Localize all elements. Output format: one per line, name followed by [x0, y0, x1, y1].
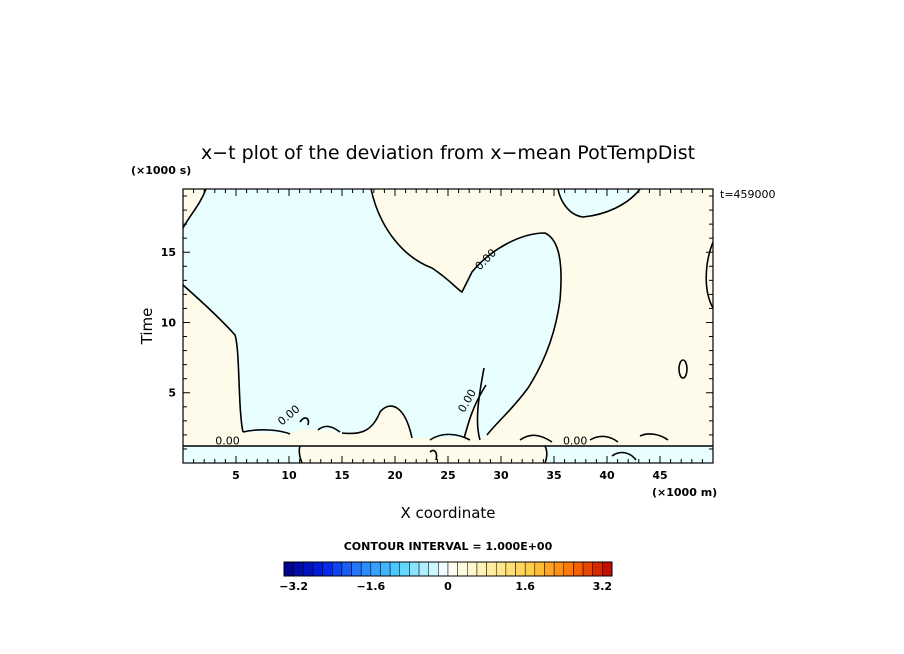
colorbar-swatch [457, 561, 468, 577]
colorbar-swatch [322, 561, 333, 577]
colorbar-swatch [476, 561, 487, 577]
colorbar-swatch [563, 561, 574, 577]
negative-region [183, 446, 302, 463]
plot-area: 0.000.000.000.00 0.00 5 10 15 20 25 30 35 40 4551… [161, 188, 714, 482]
colorbar-swatch [505, 561, 516, 577]
colorbar-tick-label: 0 [444, 580, 452, 593]
x-unit-label: (×1000 m) [652, 486, 717, 499]
x-tick-label: 25 [440, 469, 455, 482]
colorbar-swatch [283, 561, 294, 577]
colorbar-swatch [592, 561, 603, 577]
colorbar-swatch [524, 561, 536, 577]
contour-line [705, 241, 713, 309]
colorbar-swatch [495, 561, 507, 577]
colorbar-swatch [582, 561, 593, 577]
x-axis-label: X coordinate [400, 504, 495, 522]
colorbar-swatch [486, 561, 497, 577]
colorbar-tick-label: 1.6 [515, 580, 535, 593]
colorbar-swatch [409, 561, 420, 577]
colorbar-swatch [573, 561, 584, 577]
colorbar-swatch [467, 561, 478, 577]
contour-line [298, 445, 637, 463]
colorbar-swatch [351, 561, 362, 577]
contour-line [183, 284, 244, 433]
colorbar: −3.2 −1.6 0 1.6 3.2 [279, 561, 613, 593]
colorbar-swatch [380, 561, 391, 577]
contour-line [429, 433, 669, 443]
y-tick-label: 10 [161, 316, 177, 329]
colorbar-tick-label: −3.2 [279, 580, 308, 593]
y-unit-label: (×1000 s) [131, 164, 191, 177]
contour-label: 0.00 [215, 435, 240, 448]
x-tick-label: 40 [599, 469, 615, 482]
x-tick-label: 5 [232, 469, 240, 482]
colorbar-swatch [534, 561, 545, 577]
colorbar-swatch [303, 561, 314, 577]
positive-region [299, 446, 547, 463]
colorbar-swatch [418, 561, 429, 577]
colorbar-swatch [389, 561, 401, 577]
colorbar-swatch [553, 561, 565, 577]
contour-label: 0.00 [563, 435, 588, 448]
colorbar-swatch [602, 561, 613, 577]
colorbar-swatch [399, 561, 410, 577]
axis-ticks: 5 10 15 20 25 30 35 40 45 5 10 15 [161, 189, 713, 482]
contour-line [341, 405, 413, 439]
colorbar-swatch [447, 561, 458, 577]
x-tick-label: 20 [387, 469, 403, 482]
contour-line [242, 417, 341, 435]
negative-region [183, 189, 562, 440]
colorbar-swatch [360, 561, 372, 577]
contour-line [557, 189, 641, 218]
negative-region [558, 189, 640, 217]
colorbar-swatch [293, 561, 304, 577]
colorbar-swatch [370, 561, 381, 577]
colorbar-swatch [341, 561, 352, 577]
chart-title: x−t plot of the deviation from x−mean Po… [201, 142, 695, 164]
colorbar-swatch [438, 561, 449, 577]
time-stamp: t=459000 [720, 188, 776, 201]
colorbar-swatch [331, 561, 343, 577]
colorbar-tick-label: 3.2 [593, 580, 613, 593]
colorbar-swatch [312, 561, 323, 577]
x-tick-label: 35 [546, 469, 561, 482]
contour-line [370, 189, 562, 436]
y-tick-label: 15 [161, 246, 176, 259]
contour-line [678, 359, 688, 379]
colorbar-tick-label: −1.6 [356, 580, 385, 593]
colorbar-swatch [515, 561, 526, 577]
y-tick-label: 5 [168, 387, 176, 400]
colorbar-swatch [428, 561, 439, 577]
x-tick-label: 15 [334, 469, 349, 482]
y-axis-label: Time [138, 308, 156, 346]
x-tick-label: 45 [652, 469, 667, 482]
colorbar-frame [283, 561, 613, 577]
colorbar-swatch [544, 561, 555, 577]
contour-line [463, 367, 487, 441]
x-tick-label: 10 [281, 469, 297, 482]
contour-interval-text: CONTOUR INTERVAL = 1.000E+00 [344, 540, 553, 553]
x-tick-label: 30 [493, 469, 509, 482]
